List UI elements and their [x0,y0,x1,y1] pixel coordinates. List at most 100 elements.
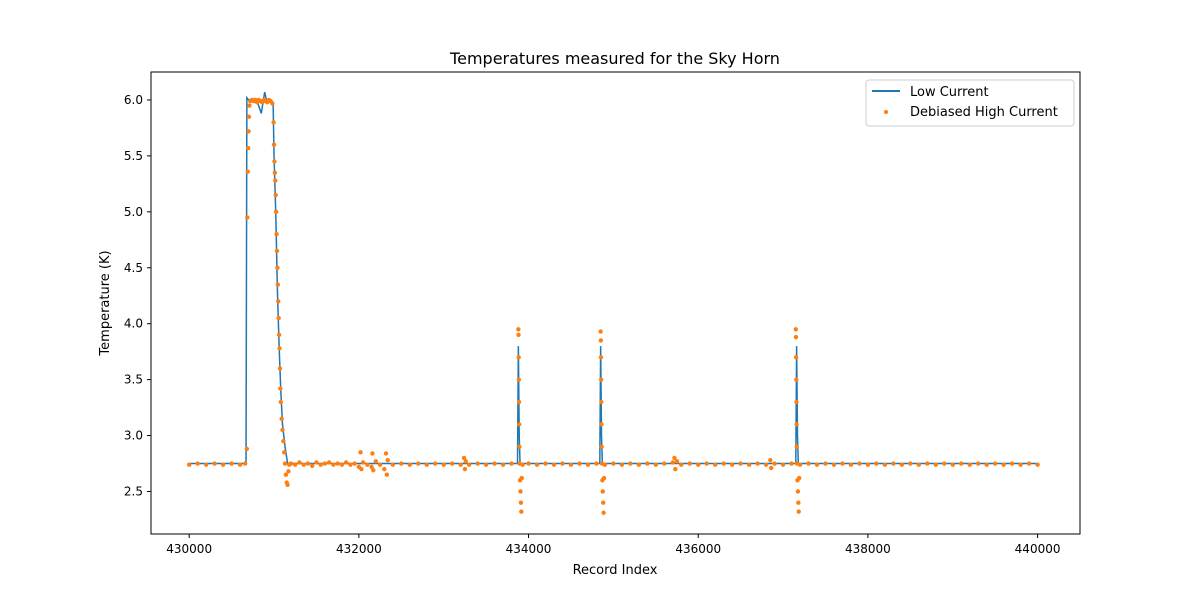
data-point-debiased-high-current [463,459,468,464]
data-point-debiased-high-current [281,438,286,444]
data-point-debiased-high-current [925,461,930,466]
data-point-debiased-high-current [245,145,251,151]
data-point-debiased-high-current [814,462,820,467]
data-point-debiased-high-current [519,475,524,481]
data-point-debiased-high-current [984,462,989,467]
data-point-debiased-high-current [599,399,604,405]
x-axis-ticks: 430000 432000 434000 436000 438000 440000 [166,534,1060,556]
data-point-debiased-high-current [534,462,540,467]
data-point-debiased-high-current [797,462,803,467]
data-point-debiased-high-current [789,461,794,466]
data-point-debiased-high-current [674,459,680,464]
data-point-debiased-high-current [274,232,279,237]
data-point-debiased-high-current [602,462,608,467]
data-point-debiased-high-current [794,422,799,427]
data-point-debiased-high-current [371,468,376,473]
data-point-debiased-high-current [601,475,607,481]
y-tick-label: 3.5 [124,373,143,387]
data-point-debiased-high-current [916,462,921,467]
data-point-debiased-high-current [278,386,283,391]
series-layer [186,91,1040,515]
data-point-debiased-high-current [247,103,252,108]
data-point-debiased-high-current [874,461,879,466]
data-point-debiased-high-current [275,265,280,270]
data-point-debiased-high-current [245,215,250,220]
legend-box [865,79,1075,127]
data-point-debiased-high-current [212,461,217,466]
y-tick-label: 3.0 [124,429,143,443]
data-point-debiased-high-current [729,462,735,467]
y-tick-label: 4.5 [124,261,143,275]
data-point-debiased-high-current [1026,461,1032,466]
data-point-debiased-high-current [331,462,336,467]
data-point-debiased-high-current [598,355,604,360]
data-point-debiased-high-current [768,465,774,471]
legend-label-debiased-high-current: Debiased High Current [910,105,1058,120]
data-point-debiased-high-current [245,169,250,174]
data-point-debiased-high-current [857,461,862,466]
data-point-debiased-high-current [466,462,472,467]
data-point-debiased-high-current [645,461,650,466]
data-point-debiased-high-current [831,462,837,467]
data-point-debiased-high-current [793,334,799,340]
data-point-debiased-high-current [1035,462,1040,467]
data-point-debiased-high-current [679,462,684,467]
data-point-debiased-high-current [687,461,692,466]
x-tick-label: 430000 [166,542,212,556]
data-point-debiased-high-current [908,461,913,466]
data-point-debiased-high-current [594,461,599,466]
data-point-debiased-high-current [310,463,315,468]
chart-title: Temperatures measured for the Sky Horn [449,49,780,68]
data-point-debiased-high-current [840,461,845,466]
data-point-debiased-high-current [967,462,972,467]
data-point-debiased-high-current [449,461,455,466]
data-point-debiased-high-current [670,460,675,465]
data-point-debiased-high-current [653,462,658,467]
data-point-debiased-high-current [768,457,773,463]
data-point-debiased-high-current [326,460,332,465]
data-point-debiased-high-current [518,500,524,505]
data-point-debiased-high-current [348,462,353,467]
data-point-debiased-high-current [942,461,947,466]
data-point-debiased-high-current [293,462,298,467]
x-tick-label: 440000 [1015,542,1061,556]
data-point-debiased-high-current [370,451,375,456]
data-point-debiased-high-current [343,460,349,465]
data-point-debiased-high-current [975,461,981,466]
data-point-debiased-high-current [305,461,311,466]
data-point-debiased-high-current [516,332,521,338]
plot-frame [150,71,1081,535]
data-point-debiased-high-current [516,377,522,382]
data-point-debiased-high-current [526,461,531,466]
y-tick-label: 2.5 [124,484,143,498]
y-axis-label: Temperature (K) [98,250,113,356]
data-point-debiased-high-current [755,461,760,466]
data-point-debiased-high-current [301,462,306,467]
data-point-debiased-high-current [520,462,525,467]
data-point-debiased-high-current [220,462,226,467]
data-point-debiased-high-current [628,461,633,466]
data-point-debiased-high-current [516,327,521,332]
data-point-debiased-high-current [277,346,282,351]
data-point-debiased-high-current [229,461,234,466]
x-tick-label: 434000 [506,542,552,556]
data-point-debiased-high-current [793,355,799,360]
data-point-debiased-high-current [891,461,896,466]
legend-scatter-swatch [884,110,888,114]
data-point-debiased-high-current [738,461,743,466]
data-point-debiased-high-current [518,489,523,494]
data-point-debiased-high-current [704,461,709,466]
data-point-debiased-high-current [598,338,604,343]
data-point-debiased-high-current [585,462,591,467]
data-point-debiased-high-current [543,461,548,466]
data-point-debiased-high-current [796,500,801,505]
data-point-debiased-high-current [272,159,277,164]
data-point-debiased-high-current [746,462,752,467]
data-point-debiased-high-current [373,459,379,464]
series-line-low-current [189,91,1038,465]
data-point-debiased-high-current [794,377,799,382]
data-point-debiased-high-current [271,120,276,125]
data-point-debiased-high-current [763,462,769,467]
data-point-debiased-high-current [369,464,374,470]
data-point-debiased-high-current [274,248,280,254]
